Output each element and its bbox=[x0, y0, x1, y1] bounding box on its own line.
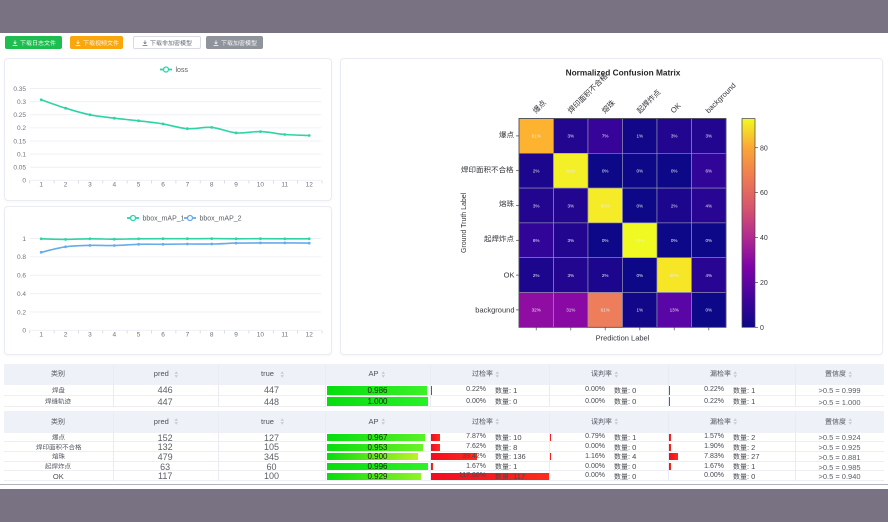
svg-text:3: 3 bbox=[88, 332, 92, 339]
svg-text:3%: 3% bbox=[567, 238, 574, 243]
svg-text:61%: 61% bbox=[601, 308, 610, 313]
svg-text:0%: 0% bbox=[636, 273, 643, 278]
svg-text:0.6: 0.6 bbox=[17, 273, 26, 280]
svg-text:background: background bbox=[475, 306, 514, 315]
svg-text:2: 2 bbox=[64, 332, 68, 339]
svg-text:80: 80 bbox=[760, 145, 768, 152]
svg-text:0: 0 bbox=[760, 325, 764, 332]
svg-text:2%: 2% bbox=[671, 203, 678, 208]
svg-text:6: 6 bbox=[161, 332, 165, 339]
svg-text:3%: 3% bbox=[705, 134, 712, 139]
svg-text:0%: 0% bbox=[636, 203, 643, 208]
svg-text:40: 40 bbox=[760, 235, 768, 242]
svg-text:0%: 0% bbox=[602, 169, 609, 174]
svg-text:7: 7 bbox=[186, 332, 190, 339]
svg-text:32%: 32% bbox=[532, 308, 541, 313]
svg-text:9: 9 bbox=[234, 182, 238, 189]
svg-text:0: 0 bbox=[22, 328, 26, 335]
svg-text:0.4: 0.4 bbox=[17, 291, 26, 298]
svg-text:0.05: 0.05 bbox=[13, 165, 26, 172]
svg-text:8: 8 bbox=[210, 182, 214, 189]
svg-text:8: 8 bbox=[210, 332, 214, 339]
svg-text:4%: 4% bbox=[705, 203, 712, 208]
svg-text:6%: 6% bbox=[705, 169, 712, 174]
svg-text:bbox_mAP_1: bbox_mAP_1 bbox=[143, 216, 185, 223]
svg-text:12: 12 bbox=[306, 182, 314, 189]
svg-text:0.2: 0.2 bbox=[17, 309, 26, 316]
svg-text:4: 4 bbox=[112, 332, 116, 339]
svg-text:89%: 89% bbox=[670, 273, 679, 278]
svg-text:12: 12 bbox=[306, 332, 314, 339]
svg-text:0.2: 0.2 bbox=[17, 125, 26, 132]
svg-text:loss: loss bbox=[176, 67, 189, 74]
svg-text:2%: 2% bbox=[602, 273, 609, 278]
svg-text:bbox_mAP_2: bbox_mAP_2 bbox=[200, 216, 242, 223]
svg-text:0: 0 bbox=[22, 178, 26, 185]
svg-text:4%: 4% bbox=[705, 273, 712, 278]
svg-text:0.35: 0.35 bbox=[13, 86, 26, 93]
svg-text:2%: 2% bbox=[533, 169, 540, 174]
svg-text:5: 5 bbox=[137, 182, 141, 189]
svg-text:0%: 0% bbox=[671, 238, 678, 243]
svg-text:60: 60 bbox=[760, 190, 768, 197]
svg-text:13%: 13% bbox=[670, 308, 679, 313]
svg-text:6: 6 bbox=[161, 182, 165, 189]
svg-text:4: 4 bbox=[112, 182, 116, 189]
svg-text:3: 3 bbox=[88, 182, 92, 189]
svg-text:Ground Truth Label: Ground Truth Label bbox=[461, 192, 468, 253]
svg-text:2: 2 bbox=[64, 182, 68, 189]
svg-text:3%: 3% bbox=[567, 273, 574, 278]
svg-text:31%: 31% bbox=[566, 308, 575, 313]
svg-text:OK: OK bbox=[504, 271, 515, 280]
svg-text:0%: 0% bbox=[636, 169, 643, 174]
svg-text:93%: 93% bbox=[635, 238, 644, 243]
svg-text:1: 1 bbox=[22, 236, 26, 243]
svg-text:0%: 0% bbox=[671, 169, 678, 174]
svg-text:11: 11 bbox=[281, 332, 288, 339]
svg-text:0.3: 0.3 bbox=[17, 99, 26, 106]
svg-text:81%: 81% bbox=[532, 134, 541, 139]
svg-text:3%: 3% bbox=[567, 134, 574, 139]
svg-text:9: 9 bbox=[234, 332, 238, 339]
svg-text:0.25: 0.25 bbox=[13, 112, 26, 119]
svg-text:0.8: 0.8 bbox=[17, 254, 26, 261]
svg-text:5: 5 bbox=[137, 332, 141, 339]
svg-text:3%: 3% bbox=[671, 134, 678, 139]
svg-text:91%: 91% bbox=[566, 169, 575, 174]
svg-text:3%: 3% bbox=[533, 203, 540, 208]
svg-text:0.15: 0.15 bbox=[13, 138, 26, 145]
svg-text:20: 20 bbox=[760, 280, 768, 287]
svg-text:3%: 3% bbox=[567, 203, 574, 208]
svg-text:0.1: 0.1 bbox=[17, 151, 26, 158]
svg-text:7: 7 bbox=[186, 182, 190, 189]
svg-text:7%: 7% bbox=[602, 134, 609, 139]
svg-text:1%: 1% bbox=[636, 308, 643, 313]
svg-text:Normalized Confusion Matrix: Normalized Confusion Matrix bbox=[566, 68, 681, 78]
svg-text:0%: 0% bbox=[602, 238, 609, 243]
svg-text:1: 1 bbox=[39, 332, 43, 339]
svg-text:0%: 0% bbox=[705, 238, 712, 243]
svg-text:0%: 0% bbox=[705, 308, 712, 313]
svg-text:2%: 2% bbox=[533, 273, 540, 278]
svg-text:10: 10 bbox=[257, 332, 265, 339]
svg-text:6%: 6% bbox=[533, 238, 540, 243]
svg-text:10: 10 bbox=[257, 182, 265, 189]
svg-text:11: 11 bbox=[281, 182, 288, 189]
svg-text:1: 1 bbox=[39, 182, 43, 189]
svg-text:Prediction Label: Prediction Label bbox=[596, 333, 650, 342]
svg-text:1%: 1% bbox=[636, 134, 643, 139]
svg-text:90%: 90% bbox=[601, 203, 610, 208]
